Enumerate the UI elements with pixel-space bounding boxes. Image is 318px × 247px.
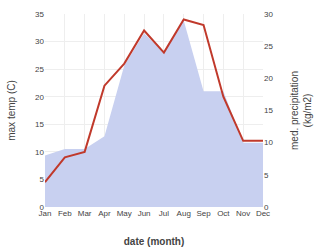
svg-text:Jun: Jun: [138, 209, 151, 218]
svg-text:date (month): date (month): [124, 236, 185, 247]
svg-text:20: 20: [35, 93, 44, 102]
svg-text:Dec: Dec: [256, 209, 270, 218]
svg-text:20: 20: [264, 74, 273, 83]
svg-text:25: 25: [35, 65, 44, 74]
svg-text:35: 35: [35, 10, 44, 19]
svg-text:Aug: Aug: [177, 209, 191, 218]
svg-text:10: 10: [35, 148, 44, 157]
svg-text:Sep: Sep: [196, 209, 211, 218]
svg-text:Feb: Feb: [58, 209, 72, 218]
svg-text:30: 30: [264, 10, 273, 19]
svg-text:max temp (C): max temp (C): [6, 80, 17, 141]
svg-text:25: 25: [264, 42, 273, 51]
svg-text:Jan: Jan: [39, 209, 52, 218]
svg-text:Jul: Jul: [159, 209, 169, 218]
svg-text:Nov: Nov: [236, 209, 250, 218]
svg-text:15: 15: [35, 120, 44, 129]
svg-text:med. precipitation(kg/m2): med. precipitation(kg/m2): [289, 71, 313, 150]
svg-text:5: 5: [264, 171, 269, 180]
svg-text:0: 0: [264, 203, 269, 212]
svg-text:30: 30: [35, 37, 44, 46]
svg-text:May: May: [117, 209, 132, 218]
svg-text:15: 15: [264, 106, 273, 115]
svg-text:0: 0: [40, 203, 45, 212]
svg-text:Mar: Mar: [78, 209, 92, 218]
svg-text:Apr: Apr: [98, 209, 111, 218]
svg-text:5: 5: [40, 175, 45, 184]
svg-text:10: 10: [264, 138, 273, 147]
svg-text:Oct: Oct: [217, 209, 230, 218]
